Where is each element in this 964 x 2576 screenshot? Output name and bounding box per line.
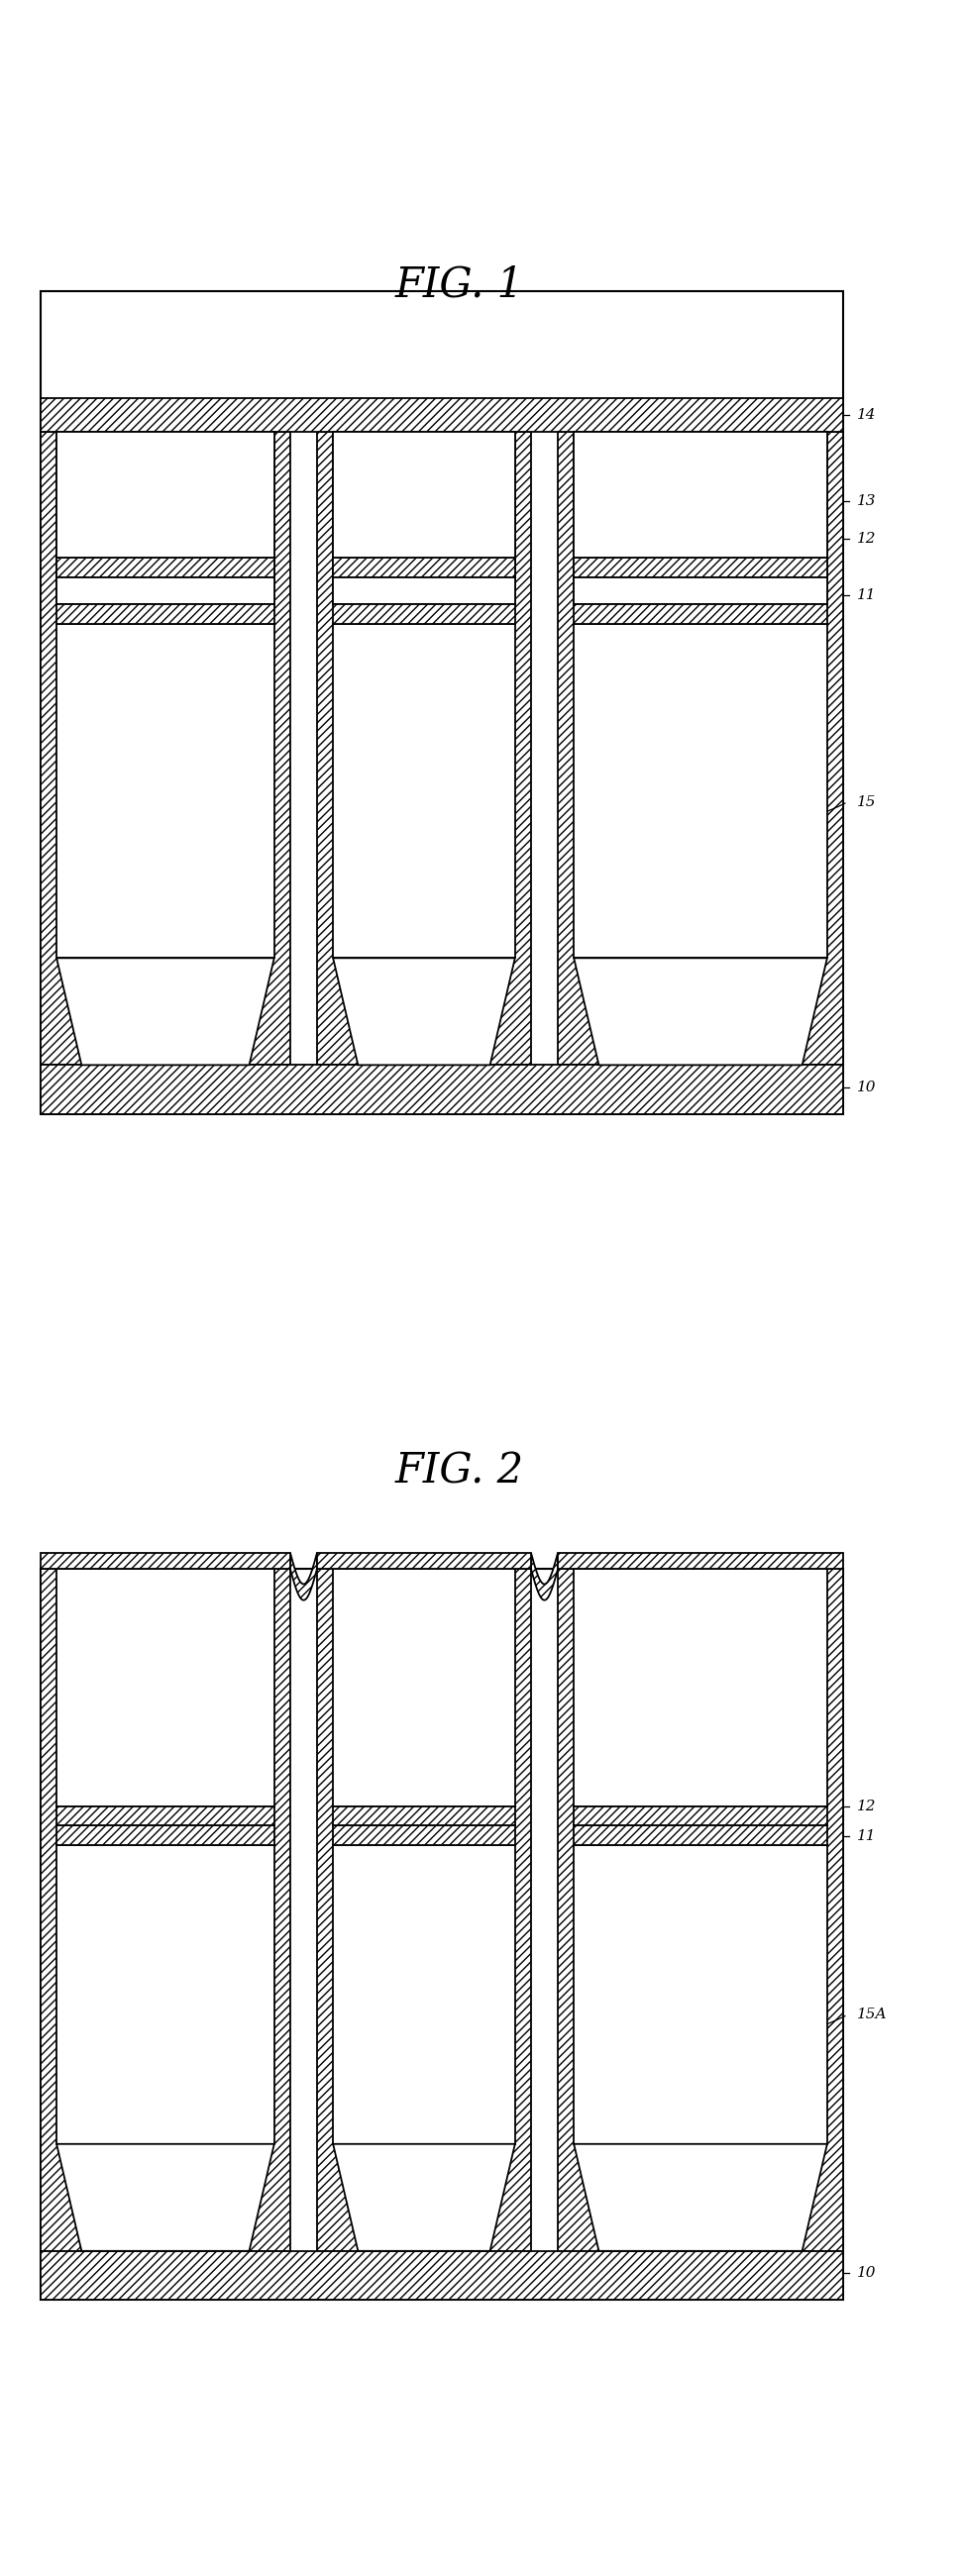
Bar [574,1806,827,1826]
Bar [574,433,827,559]
Bar [317,433,531,1064]
Bar [57,605,274,623]
Text: 15: 15 [857,796,876,809]
Bar [574,559,827,577]
Text: 12: 12 [857,533,876,546]
Bar [57,623,274,958]
Polygon shape [574,958,827,1064]
Bar [57,433,274,559]
Bar [57,1844,274,2143]
Bar [333,1826,515,1844]
Bar [40,433,290,1064]
Polygon shape [531,1553,558,1600]
Text: 14: 14 [857,407,876,422]
Bar [558,1569,844,2251]
Bar [333,433,515,605]
Bar [333,623,515,958]
Bar [333,1806,515,1826]
Bar [40,2251,844,2300]
Bar [574,1844,827,2143]
Bar [333,559,515,577]
Text: FIG. 2: FIG. 2 [395,1450,524,1492]
Bar [40,1553,290,1569]
Bar [57,433,274,605]
Bar [317,1553,531,1569]
Polygon shape [333,2143,515,2251]
Bar [57,577,274,605]
Bar [333,1844,515,2143]
Bar [57,1806,274,1826]
Bar [57,1569,274,1806]
Bar [40,291,844,1113]
Text: 12: 12 [857,1798,876,1814]
Bar [558,1553,844,1569]
Bar [40,1569,290,2251]
Polygon shape [290,1553,317,1600]
Bar [333,577,515,605]
Bar [574,433,827,605]
Bar [333,1569,515,1806]
Text: 10: 10 [857,1079,876,1095]
Bar [333,433,515,559]
Bar [574,1826,827,1844]
Bar [574,577,827,605]
Bar [574,623,827,958]
Bar [574,1569,827,1806]
Bar [40,1569,844,2300]
Bar [558,433,844,1064]
Bar [317,1569,531,2251]
Bar [40,1064,844,1113]
Text: 15A: 15A [857,2007,887,2022]
Text: 10: 10 [857,2267,876,2280]
Bar [57,1826,274,1844]
Polygon shape [57,958,274,1064]
Polygon shape [57,2143,274,2251]
Bar [57,559,274,577]
Bar [333,605,515,623]
Polygon shape [574,2143,827,2251]
Bar [574,605,827,623]
Text: FIG. 1: FIG. 1 [395,265,524,307]
Polygon shape [333,958,515,1064]
Bar [40,399,844,433]
Text: 11: 11 [857,587,876,603]
Text: 11: 11 [857,1829,876,1844]
Text: 13: 13 [857,495,876,507]
